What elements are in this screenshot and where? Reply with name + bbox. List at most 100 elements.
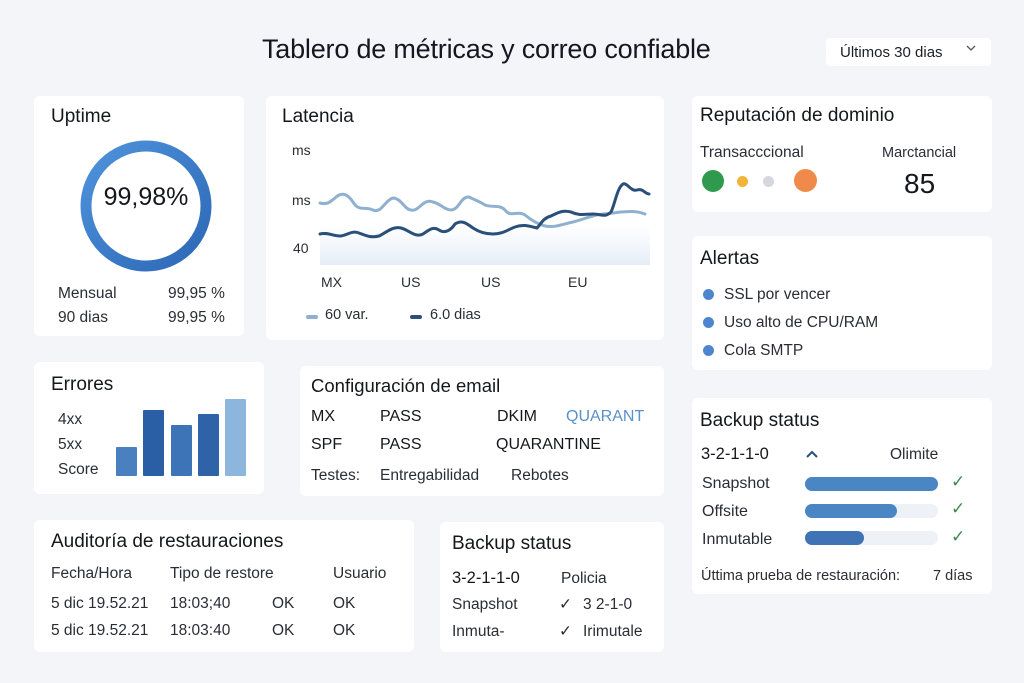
audit-row-1-time: 18:03:40 <box>170 622 231 639</box>
backup-bottom-immutable-value: Irimutale <box>583 623 643 640</box>
backup-row-immutable-label: Inmutable <box>702 531 773 548</box>
errors-bar-chart <box>116 396 246 476</box>
backup-progress-immutable <box>805 531 938 545</box>
chevron-down-icon <box>965 42 977 57</box>
uptime-value: 99,98% <box>103 183 189 211</box>
uptime-title: Uptime <box>51 106 112 127</box>
audit-row-0-time: 18:03;40 <box>170 595 231 612</box>
errors-bar-3 <box>171 425 192 476</box>
latency-y-label-mid: ms <box>292 192 311 208</box>
reputation-dot-orange <box>794 169 817 192</box>
reputation-score: 85 <box>904 168 936 199</box>
email-test-bounces[interactable]: Rebotes <box>511 467 569 484</box>
backup-row-offsite-label: Offsite <box>702 503 748 520</box>
audit-row-0-date: 5 dic 19.52.21 <box>51 595 149 612</box>
reputation-dot-green <box>702 170 724 192</box>
audit-row-0-status: OK <box>272 595 295 612</box>
last-restore-test-label: Úttima prueba de restauración: <box>701 568 901 584</box>
alert-bullet-icon <box>703 317 714 328</box>
latency-x-label-1: US <box>401 274 421 290</box>
legend-swatch-6dias <box>410 315 422 319</box>
errors-bar-1 <box>116 447 137 476</box>
email-dkim-status: QUARANT <box>566 408 645 425</box>
reputation-dot-yellow <box>737 176 748 187</box>
email-config-card <box>300 366 664 496</box>
latency-x-label-2: US <box>481 274 501 290</box>
backup-scheme-right: 3-2-1-1-0 <box>701 445 769 463</box>
alert-item-ssl[interactable]: SSL por vencer <box>724 286 831 303</box>
check-icon: ✓ <box>559 623 572 640</box>
alerts-card <box>692 236 992 370</box>
legend-swatch-60var <box>306 315 318 319</box>
backup-policy-label: Policia <box>561 570 607 587</box>
uptime-monthly-label: Mensual <box>58 285 117 302</box>
errors-y-label-4xx: 4xx <box>58 411 83 428</box>
date-range-label: Últimos 30 dias <box>840 43 943 61</box>
alert-item-smtp[interactable]: Cola SMTP <box>724 342 804 359</box>
backup-scheme-bottom: 3-2-1-1-0 <box>452 569 520 587</box>
email-dkim-label: DKIM <box>497 408 537 425</box>
check-icon: ✓ <box>951 499 966 518</box>
backup-progress-offsite <box>805 504 938 518</box>
uptime-90d-label: 90 dias <box>58 309 108 326</box>
backup-bottom-snapshot-value: 3 2-1-0 <box>583 596 633 613</box>
restore-audit-title: Auditoría de restauraciones <box>51 531 284 552</box>
errors-bar-5 <box>225 399 246 476</box>
latency-chart <box>318 182 651 265</box>
uptime-monthly-value: 99,95 % <box>168 285 225 302</box>
audit-col-datetime: Fecha/Hora <box>51 565 132 582</box>
domain-reputation-card <box>692 96 992 212</box>
restore-audit-card <box>34 520 414 652</box>
latency-y-label-bottom: 40 <box>293 240 309 256</box>
backup-status-title-right: Backup status <box>700 410 820 431</box>
audit-row-1-status: OK <box>272 622 295 639</box>
email-test-deliverability[interactable]: Entregabilidad <box>380 467 480 484</box>
reputation-marketing-label: Marctancial <box>882 145 957 161</box>
backup-status-card-bottom <box>440 522 664 652</box>
alert-bullet-icon <box>703 345 714 356</box>
backup-limit-label: Olimite <box>890 446 939 463</box>
caret-up-icon[interactable] <box>804 446 820 464</box>
errors-title: Errores <box>51 374 114 395</box>
uptime-90d-value: 99,95 % <box>168 309 225 326</box>
backup-bottom-immutable-label: Inmuta- <box>452 623 505 640</box>
audit-row-1-user: OK <box>333 622 356 639</box>
email-spf-label: SPF <box>311 436 343 453</box>
alerts-title: Alertas <box>700 248 760 269</box>
alert-item-cpu-ram[interactable]: Uso alto de CPU/RAM <box>724 314 879 331</box>
latency-series-6dias <box>318 182 651 239</box>
legend-label-6dias: 6.0 dias <box>430 307 481 323</box>
date-range-dropdown[interactable]: Últimos 30 dias <box>826 38 991 66</box>
errors-bar-2 <box>143 410 164 476</box>
latency-x-label-0: MX <box>321 274 342 290</box>
latency-title: Latencia <box>282 106 354 127</box>
email-config-title: Configuración de email <box>311 375 501 396</box>
errors-y-label-score: Score <box>58 461 99 478</box>
legend-label-60var: 60 var. <box>325 307 369 323</box>
backup-bottom-snapshot-label: Snapshot <box>452 596 518 613</box>
email-spf-status: PASS <box>380 436 422 453</box>
page-title: Tablero de métricas y correo confiable <box>262 34 711 64</box>
alert-bullet-icon <box>703 289 714 300</box>
check-icon: ✓ <box>951 472 966 491</box>
uptime-donut <box>80 140 212 272</box>
backup-row-snapshot-label: Snapshot <box>702 475 770 492</box>
audit-row-1-date: 5 dic 19.52.21 <box>51 622 149 639</box>
backup-progress-snapshot <box>805 477 938 491</box>
reputation-transactional-label: Transacccional <box>700 144 804 161</box>
errors-bar-4 <box>198 414 219 476</box>
latency-y-label-top: ms <box>292 142 311 158</box>
email-tests-label: Testes: <box>311 467 361 484</box>
latency-series-60var <box>318 192 647 228</box>
errors-y-label-5xx: 5xx <box>58 436 83 453</box>
last-restore-test-value: 7 días <box>933 568 973 584</box>
reputation-dot-gray <box>763 176 774 187</box>
audit-col-restore-type: Tipo de restore <box>170 565 274 582</box>
backup-status-title-bottom: Backup status <box>452 533 572 554</box>
domain-reputation-title: Reputación de dominio <box>700 105 895 126</box>
audit-row-0-user: OK <box>333 595 356 612</box>
latency-card <box>266 96 664 340</box>
latency-x-label-3: EU <box>568 274 588 290</box>
audit-col-user: Usuario <box>333 565 387 582</box>
backup-status-card-right <box>692 398 992 594</box>
